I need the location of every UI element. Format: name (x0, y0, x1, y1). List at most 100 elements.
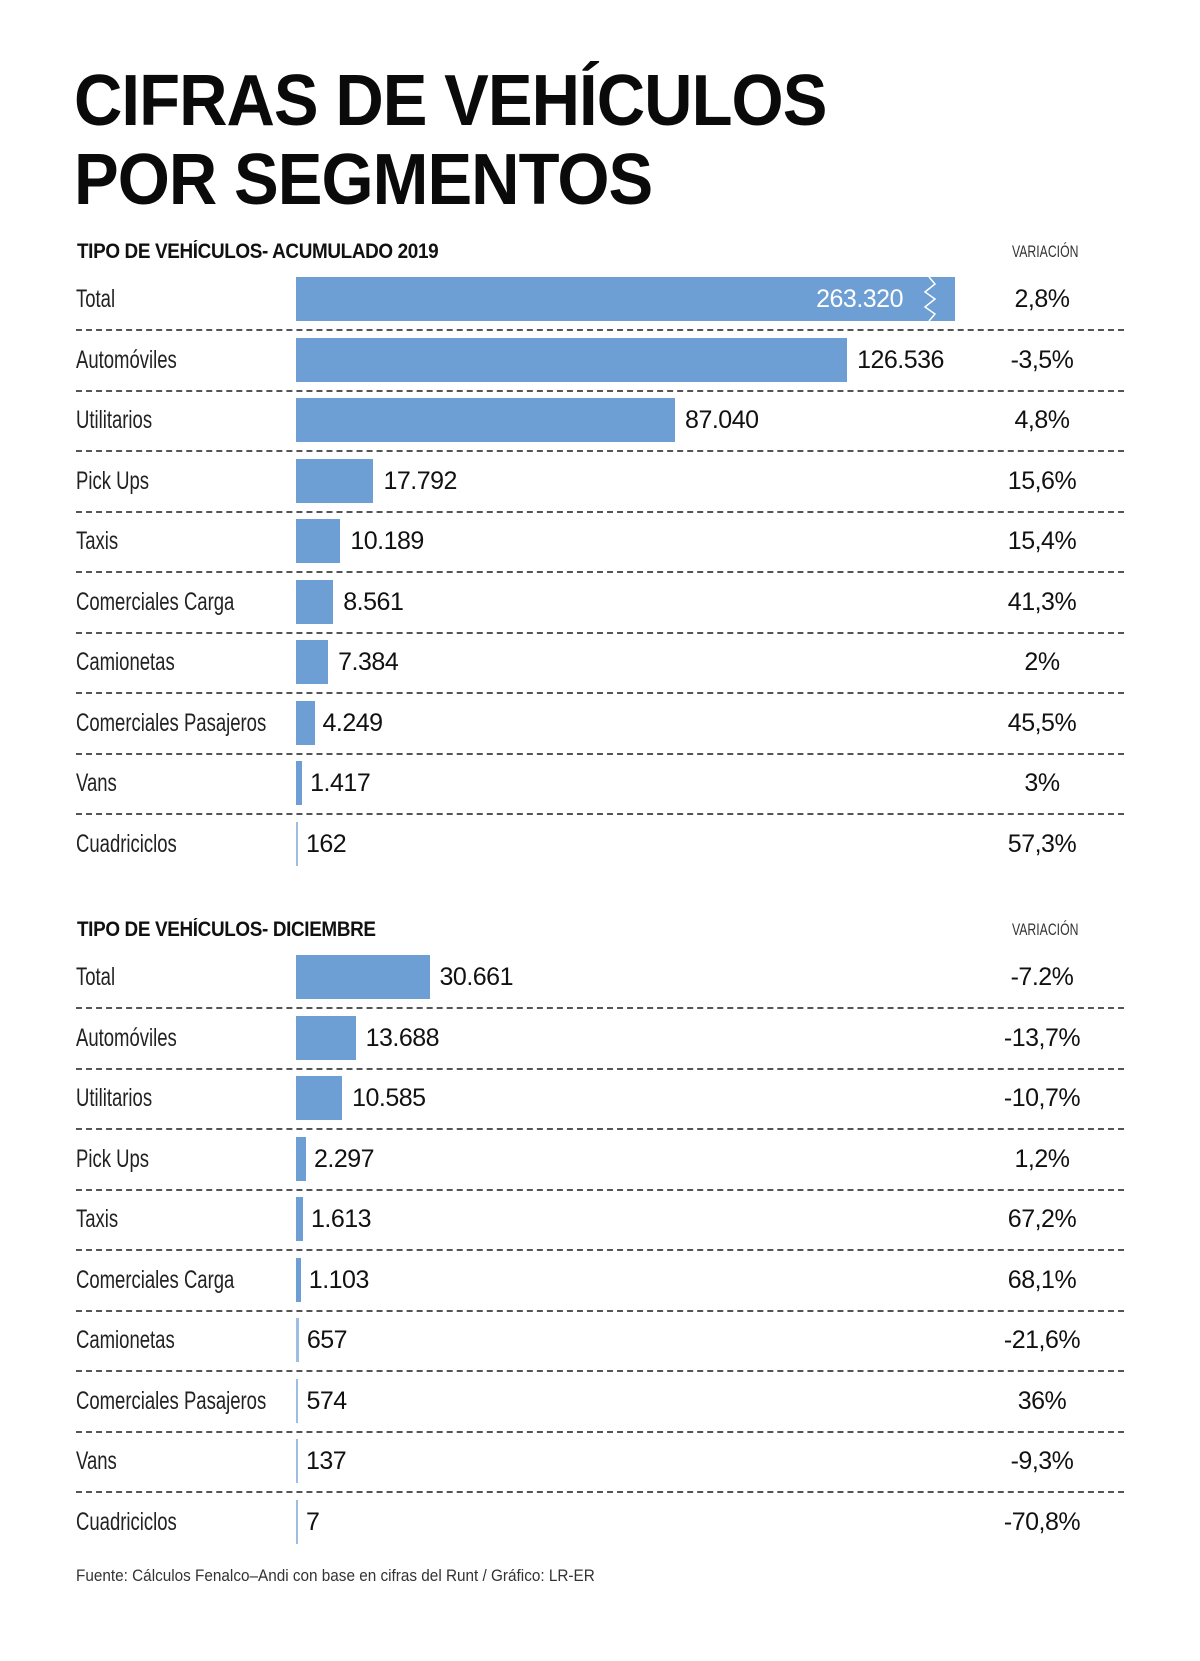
row-divider (76, 1370, 1124, 1372)
category-label: Total (76, 285, 116, 313)
value-label: 10.189 (350, 527, 424, 555)
row-divider (76, 1067, 1124, 1070)
variation-value: 15,4% (1007, 527, 1077, 555)
bar (296, 640, 329, 684)
bar (296, 458, 374, 503)
variation-column-header: VARIACIÓN (1012, 920, 1079, 939)
variation-value: -21,6% (1003, 1326, 1081, 1354)
row-divider (76, 752, 1124, 755)
chart-title-line-2: POR SEGMENTOS (74, 140, 653, 220)
category-label: Utilitarios (76, 406, 153, 434)
variation-value: 3% (1024, 769, 1060, 797)
variation-value: -3,5% (1010, 345, 1074, 374)
variation-value: 1,2% (1014, 1144, 1070, 1173)
row-divider (76, 389, 1124, 392)
bar (296, 519, 341, 563)
variation-value: 15,6% (1007, 466, 1077, 495)
category-label: Cuadriciclos (76, 1507, 177, 1536)
bar (296, 1378, 299, 1423)
value-label: 2.297 (314, 1144, 375, 1173)
row-divider (76, 329, 1124, 331)
value-label: 7.384 (338, 648, 399, 676)
variation-value: -10,7% (1003, 1084, 1081, 1112)
value-label: 30.661 (439, 963, 514, 991)
bar (296, 761, 303, 805)
category-label: Cuadriciclos (76, 829, 177, 858)
row-divider (76, 1309, 1124, 1312)
chart-title: CIFRAS DE VEHÍCULOS POR SEGMENTOS (74, 61, 827, 220)
category-label: Automóviles (76, 345, 177, 374)
bar (296, 579, 334, 624)
value-label: 263.320 (816, 285, 903, 313)
value-label: 162 (306, 829, 347, 858)
variation-value: 36% (1017, 1386, 1067, 1415)
value-label: 657 (306, 1326, 348, 1354)
value-label: 574 (306, 1386, 347, 1415)
row-divider (76, 1128, 1124, 1130)
bar (296, 1197, 304, 1241)
bar (296, 1499, 298, 1544)
variation-value: 2,8% (1014, 285, 1070, 313)
value-label: 87.040 (685, 406, 759, 434)
section-heading: TIPO DE VEHÍCULOS- ACUMULADO 2019 (77, 240, 439, 263)
category-label: Vans (76, 1447, 117, 1475)
row-divider (76, 692, 1124, 694)
row-divider (76, 571, 1124, 573)
category-label: Utilitarios (76, 1084, 153, 1112)
row-divider (76, 813, 1124, 815)
category-label: Comerciales Carga (76, 1265, 235, 1294)
row-divider (76, 450, 1124, 452)
category-label: Taxis (76, 527, 119, 555)
category-label: Pick Ups (76, 466, 149, 495)
value-label: 126.536 (857, 345, 944, 374)
bar (296, 277, 955, 321)
value-label: 4.249 (322, 708, 384, 737)
variation-value: 68,1% (1007, 1265, 1077, 1294)
category-label: Automóviles (76, 1023, 177, 1052)
section-heading: TIPO DE VEHÍCULOS- DICIEMBRE (77, 918, 376, 941)
bar (296, 337, 848, 382)
bar (296, 700, 315, 745)
value-label: 10.585 (352, 1084, 426, 1112)
variation-value: 67,2% (1007, 1205, 1077, 1233)
variation-value: 2% (1024, 648, 1060, 676)
bar (296, 398, 676, 442)
bar (296, 1136, 306, 1181)
row-divider (76, 1430, 1124, 1433)
bar (296, 821, 298, 866)
variation-value: 45,5% (1007, 708, 1077, 737)
value-label: 1.417 (310, 769, 371, 797)
variation-value: 4,8% (1014, 406, 1070, 434)
category-label: Camionetas (76, 648, 175, 676)
value-label: 1.103 (308, 1265, 370, 1294)
variation-value: -9,3% (1010, 1447, 1074, 1475)
variation-value: -7.2% (1010, 963, 1074, 991)
value-label: 13.688 (365, 1023, 440, 1052)
chart-title-line-1: CIFRAS DE VEHÍCULOS (74, 61, 827, 141)
variation-value: -70,8% (1003, 1507, 1081, 1536)
bar (296, 1439, 298, 1483)
category-label: Taxis (76, 1205, 119, 1233)
category-label: Vans (76, 769, 117, 797)
value-label: 17.792 (383, 466, 457, 495)
category-label: Comerciales Pasajeros (76, 708, 267, 737)
row-divider (76, 1188, 1124, 1191)
value-label: 8.561 (343, 587, 404, 616)
category-label: Comerciales Pasajeros (76, 1386, 267, 1415)
variation-value: 41,3% (1007, 587, 1077, 616)
bar (296, 1257, 301, 1302)
variation-value: 57,3% (1007, 829, 1077, 858)
category-label: Comerciales Carga (76, 587, 235, 616)
bar (296, 1318, 299, 1362)
row-divider (76, 1007, 1124, 1009)
value-label: 137 (306, 1447, 347, 1475)
row-divider (76, 1491, 1124, 1493)
category-label: Camionetas (76, 1326, 175, 1354)
variation-column-header: VARIACIÓN (1012, 242, 1079, 261)
bar (296, 1076, 343, 1120)
row-divider (76, 631, 1124, 634)
row-divider (76, 1249, 1124, 1251)
bar (296, 955, 430, 999)
category-label: Pick Ups (76, 1144, 149, 1173)
axis-break-icon (923, 276, 937, 322)
